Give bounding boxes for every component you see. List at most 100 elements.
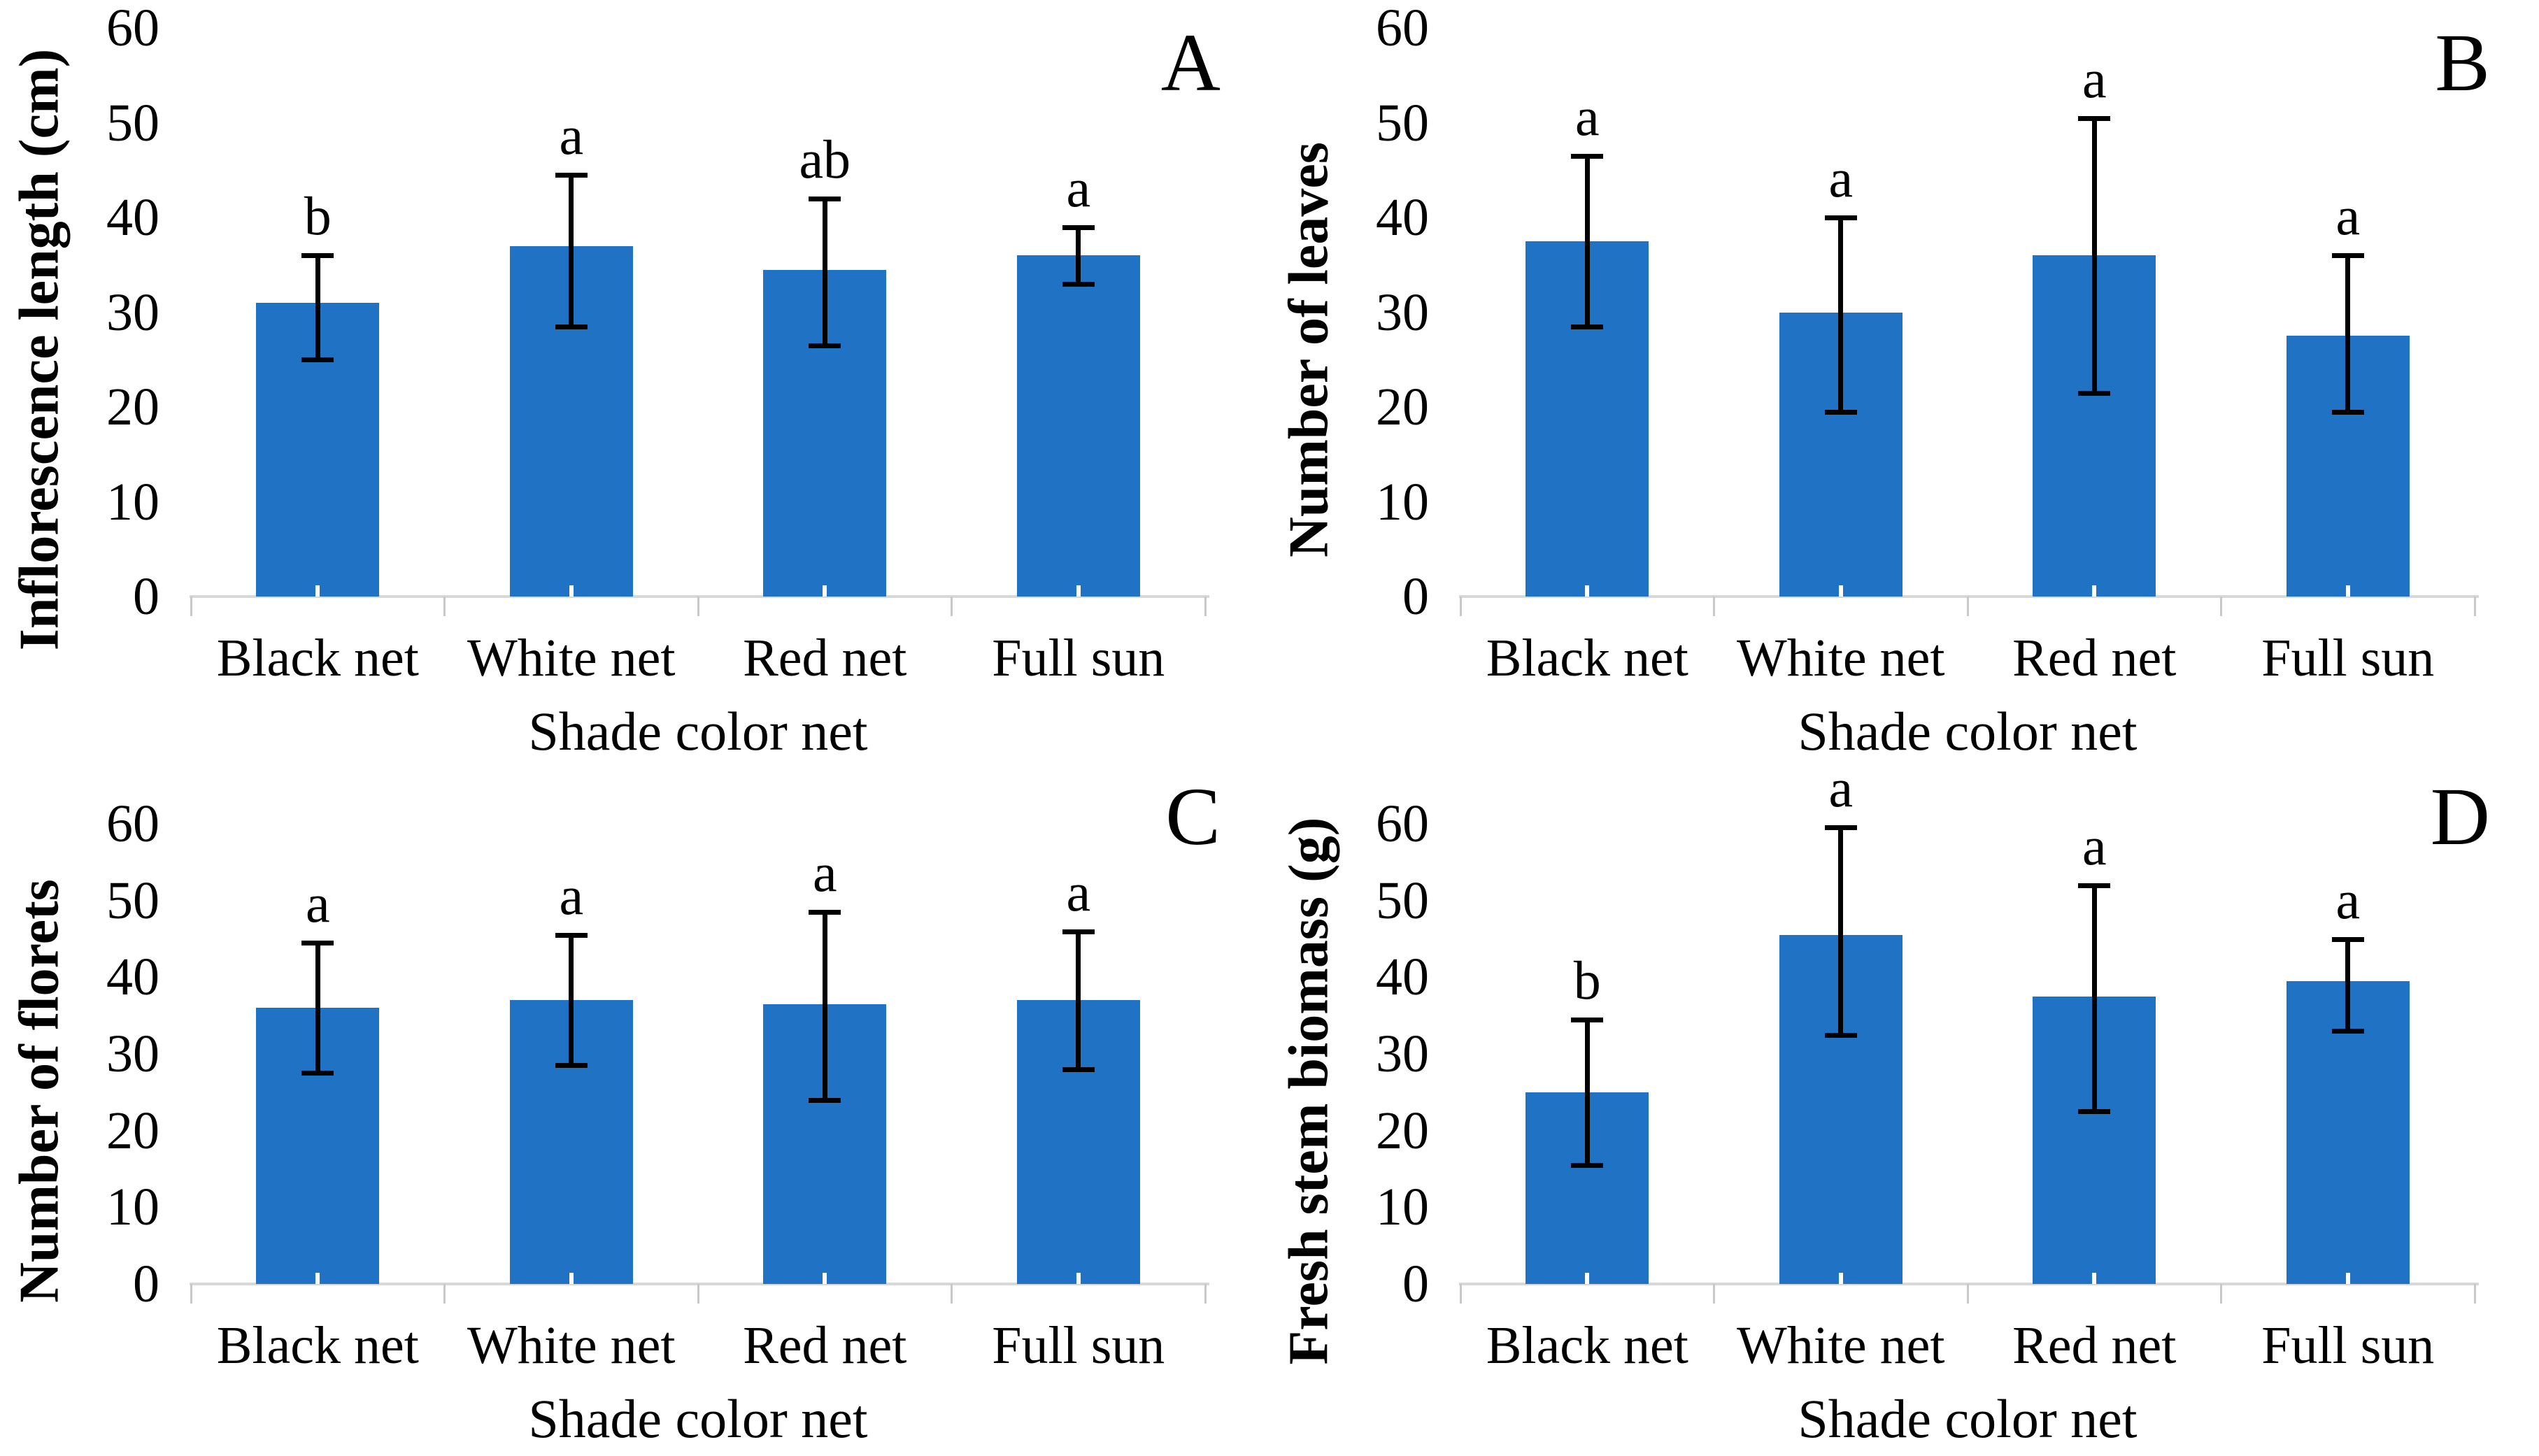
panel-letter-d: D <box>2430 771 2490 862</box>
y-tick-label: 0 <box>1402 1255 1429 1313</box>
axis-tick-notch <box>315 1273 320 1284</box>
axis-tick-notch <box>2092 1273 2097 1284</box>
category-label: Full sun <box>2261 1316 2435 1375</box>
error-bar <box>1584 1019 1590 1165</box>
error-bar <box>2345 938 2351 1032</box>
x-axis-title: Shade color net <box>528 701 868 762</box>
error-bar-cap-top <box>2078 115 2111 121</box>
category-label: White net <box>467 629 676 687</box>
y-tick-label: 60 <box>1376 0 1429 57</box>
x-axis-title: Shade color net <box>528 1388 868 1449</box>
y-tick-label: 60 <box>106 794 159 853</box>
error-bar-cap-bottom <box>1062 1066 1095 1072</box>
error-bar <box>315 255 320 360</box>
plot-area: 0 10 20 30 40 50 60 b Black net a White net a Red ne… <box>1270 757 2539 1456</box>
axis-tick <box>1713 597 1715 616</box>
x-axis-line <box>190 1283 1209 1285</box>
error-bar-cap-top <box>1571 153 1604 159</box>
error-bar-cap-bottom <box>301 1071 334 1076</box>
axis-tick <box>443 1284 446 1304</box>
error-bar-cap-bottom <box>1824 409 1857 415</box>
category-label: Black net <box>1486 629 1688 687</box>
axis-tick <box>2473 1284 2476 1304</box>
error-bar-cap-top <box>555 173 588 178</box>
axis-tick-notch <box>569 1273 574 1284</box>
panel-letter-a: A <box>1160 17 1221 108</box>
y-tick-label: 50 <box>106 93 159 152</box>
error-bar <box>2345 255 2351 412</box>
y-tick-label: 50 <box>1376 871 1429 930</box>
y-tick-label: 30 <box>1376 1025 1429 1083</box>
y-tick-label: 40 <box>106 188 159 247</box>
axis-tick <box>2220 597 2222 616</box>
category-label: White net <box>467 1316 676 1375</box>
axis-tick <box>951 597 953 616</box>
category-label: Black net <box>216 1316 419 1375</box>
category-label: Red net <box>2012 1316 2177 1375</box>
error-bar-cap-top <box>809 910 841 915</box>
y-tick-label: 60 <box>106 0 159 57</box>
y-tick-label: 0 <box>1402 567 1429 626</box>
y-tick-label: 20 <box>106 1101 159 1160</box>
category-label: White net <box>1736 1316 1945 1375</box>
panel-a: A Inflorescence length (cm) 0 10 20 30 40 50 6… <box>0 0 1270 762</box>
category-label: Red net <box>743 1316 907 1375</box>
error-bar-cap-bottom <box>2331 1029 2364 1034</box>
error-bar-cap-bottom <box>1062 281 1095 287</box>
y-tick-label: 10 <box>1376 1178 1429 1237</box>
panel-letter-c: C <box>1165 771 1221 862</box>
error-bar-cap-bottom <box>1824 1032 1857 1038</box>
error-bar-cap-bottom <box>555 324 588 329</box>
axis-tick-notch <box>823 1273 827 1284</box>
category-label: White net <box>1736 629 1945 687</box>
axis-tick-notch <box>1585 1273 1590 1284</box>
axis-tick-notch <box>2092 585 2097 597</box>
axis-tick <box>2473 597 2476 616</box>
y-tick-label: 60 <box>1376 794 1429 853</box>
y-tick-label: 40 <box>1376 948 1429 1007</box>
axis-tick-notch <box>1076 1273 1081 1284</box>
x-axis-line <box>1459 1283 2479 1285</box>
category-label: Red net <box>743 629 907 687</box>
axis-tick <box>190 1284 192 1304</box>
significance-letter: a <box>1574 85 1600 147</box>
axis-tick <box>1966 1284 1969 1304</box>
axis-tick-notch <box>569 585 574 597</box>
axis-tick <box>190 597 192 616</box>
error-bar <box>1076 227 1081 284</box>
significance-letter: ab <box>799 128 851 190</box>
panel-b: B Number of leaves 0 10 20 30 40 50 60 a Black n… <box>1270 0 2539 762</box>
error-bar-cap-top <box>809 196 841 201</box>
plot-area: 0 10 20 30 40 50 60 a Black net a White net a Red ne… <box>0 762 1270 1456</box>
significance-letter: a <box>305 872 330 934</box>
error-bar-cap-top <box>2331 253 2364 259</box>
y-tick-label: 50 <box>106 871 159 930</box>
axis-tick <box>2220 1284 2222 1304</box>
axis-tick-notch <box>315 585 320 597</box>
error-bar <box>822 912 827 1100</box>
axis-tick <box>1204 597 1207 616</box>
axis-tick <box>443 597 446 616</box>
x-axis-line <box>1459 595 2479 598</box>
axis-tick <box>697 597 699 616</box>
error-bar-cap-bottom <box>301 357 334 363</box>
error-bar-cap-bottom <box>1571 324 1604 329</box>
y-tick-label: 30 <box>106 1025 159 1083</box>
error-bar <box>1584 155 1590 327</box>
error-bar <box>2091 885 2097 1112</box>
y-tick-label: 40 <box>1376 188 1429 247</box>
y-tick-label: 20 <box>106 378 159 436</box>
y-tick-label: 10 <box>106 1178 159 1237</box>
axis-tick <box>1713 1284 1715 1304</box>
significance-letter: b <box>1573 949 1601 1011</box>
error-bar-cap-top <box>1824 215 1857 220</box>
significance-letter: a <box>812 842 837 904</box>
error-bar-cap-bottom <box>809 1097 841 1103</box>
error-bar-cap-bottom <box>1571 1163 1604 1169</box>
significance-letter: a <box>1066 861 1091 922</box>
y-tick-label: 50 <box>1376 93 1429 152</box>
error-bar-cap-top <box>301 253 334 259</box>
category-label: Red net <box>2012 629 2177 687</box>
significance-letter: a <box>1828 757 1854 819</box>
